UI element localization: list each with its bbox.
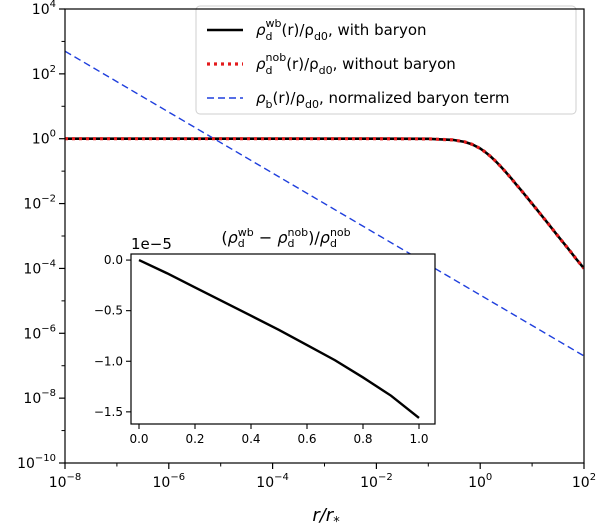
y-tick-label: 10−2: [23, 194, 56, 213]
inset-frame: [130, 253, 436, 425]
legend-label-2: ρb(r)/ρd0, normalized baryon term: [256, 89, 509, 111]
x-tick-label: 10−2: [360, 472, 393, 491]
y-tick-label: 10−4: [23, 258, 56, 277]
main-plot-marks: [65, 50, 584, 357]
inset-title: (ρdwb − ρdnob)/ρdnob: [221, 226, 350, 250]
inset-y-tick-label: 0.0: [104, 253, 123, 267]
inset-y-tick-label: −1.5: [94, 405, 123, 419]
legend-label-0: ρdwb(r)/ρd0, with baryon: [256, 17, 427, 43]
legend-label-1: ρdnob(r)/ρd0, without baryon: [256, 51, 456, 77]
inset-x-tick-label: 0.6: [297, 432, 316, 446]
inset-y-tick-label: −0.5: [94, 304, 123, 318]
inset-x-tick-label: 1.0: [409, 432, 428, 446]
x-tick-label: 102: [572, 472, 596, 491]
x-axis-label: r/r*: [312, 505, 340, 527]
y-tick-label: 104: [32, 0, 56, 18]
y-tick-label: 10−6: [23, 323, 56, 342]
x-tick-label: 10−4: [256, 472, 289, 491]
main-plot-frame: [64, 8, 585, 464]
main-axis-ticks: 10−8 10−6 10−4 10−2 100 10210−1010−810−610−41…: [17, 0, 596, 491]
inset-x-tick-label: 0.8: [353, 432, 372, 446]
inset-series-line: [138, 258, 420, 419]
y-tick-label: 102: [32, 64, 56, 83]
x-tick-label: 10−6: [153, 472, 186, 491]
legend: ρdwb(r)/ρd0, with baryon ρdnob(r)/ρd0, wi…: [195, 5, 577, 115]
series-line-2: [65, 50, 584, 357]
y-tick-label: 100: [32, 129, 56, 148]
inset-y-tick-label: −1.0: [94, 354, 123, 368]
y-tick-label: 10−10: [17, 453, 56, 472]
inset-background: [131, 254, 435, 424]
inset-plot: 0.0 0.2 0.4 0.6 0.8 1.0 0.0 −0.5 −1.0 −1.5 1e−5 (…: [94, 226, 436, 446]
series-line-1: [65, 137, 584, 270]
x-tick-label: 10−8: [49, 472, 82, 491]
x-tick-label: 100: [468, 472, 492, 491]
inset-x-tick-label: 0.4: [241, 432, 260, 446]
inset-plot-marks: [138, 258, 420, 419]
legend-box: [195, 5, 577, 115]
inset-x-tick-label: 0.0: [129, 432, 148, 446]
inset-offset-text: 1e−5: [131, 235, 172, 253]
inset-x-tick-label: 0.2: [185, 432, 204, 446]
inset-axis-ticks: 0.0 0.2 0.4 0.6 0.8 1.0 0.0 −0.5 −1.0 −1.5: [94, 253, 429, 446]
y-tick-label: 10−8: [23, 388, 56, 407]
